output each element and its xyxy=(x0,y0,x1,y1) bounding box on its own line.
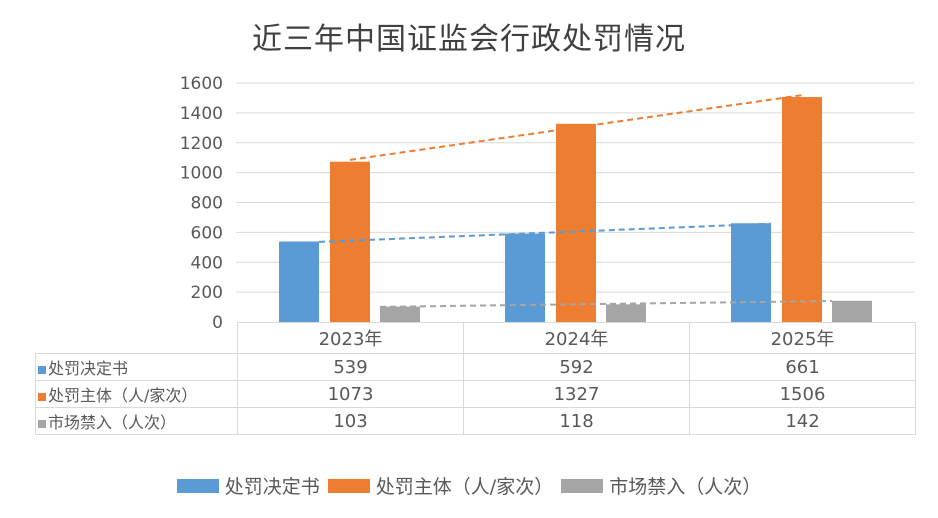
data-label: 103 xyxy=(237,407,464,435)
bar xyxy=(380,306,420,322)
y-tick-label: 0 xyxy=(212,313,223,330)
data-label: 539 xyxy=(237,353,464,381)
legend-item: 市场禁入（人次） xyxy=(561,472,761,499)
trendline xyxy=(379,300,833,308)
data-label: 1506 xyxy=(689,380,916,408)
series-swatch xyxy=(38,419,46,428)
legend-item: 处罚主体（人/家次） xyxy=(327,472,554,499)
bar xyxy=(279,241,319,322)
legend-swatch xyxy=(561,478,604,493)
data-label: 1327 xyxy=(463,380,690,408)
legend-label: 处罚决定书 xyxy=(224,476,320,498)
data-label: 1073 xyxy=(237,380,464,408)
series-label: 处罚主体（人/家次） xyxy=(48,386,198,405)
series-swatch xyxy=(38,392,46,401)
y-tick-label: 1000 xyxy=(180,164,223,184)
chart-plot: 0 200 400 600 800 1000 1200 1400 1600 xyxy=(180,74,914,330)
bar xyxy=(606,304,646,322)
legend-swatch xyxy=(176,478,219,493)
trendline xyxy=(349,94,803,161)
legend-label: 市场禁入（人次） xyxy=(609,476,762,498)
bar xyxy=(782,97,822,322)
y-tick-label: 1400 xyxy=(180,104,223,124)
category-label: 2024年 xyxy=(463,322,690,354)
series-label: 处罚决定书 xyxy=(48,359,129,378)
bar xyxy=(832,300,872,322)
y-tick-label: 800 xyxy=(191,194,223,214)
bar xyxy=(556,123,596,322)
y-tick-label: 600 xyxy=(191,223,223,243)
table-row: 处罚决定书 539 592 661 xyxy=(35,353,916,381)
legend-item: 处罚决定书 xyxy=(176,472,320,499)
series-label: 市场禁入（人次） xyxy=(48,413,177,432)
chart-title: 近三年中国证监会行政处罚情况 xyxy=(252,22,686,57)
data-label: 592 xyxy=(463,353,690,381)
y-tick-label: 1600 xyxy=(180,74,223,94)
data-label: 118 xyxy=(463,407,690,435)
category-label: 2023年 xyxy=(237,322,464,354)
series-swatch xyxy=(38,365,46,374)
bar xyxy=(731,223,771,322)
table-header-row: 2023年 2024年 2025年 xyxy=(35,322,916,354)
y-tick-label: 400 xyxy=(191,253,223,273)
bar xyxy=(505,233,545,322)
category-label: 2025年 xyxy=(689,322,916,354)
legend-swatch xyxy=(327,478,370,493)
table-row: 市场禁入（人次） 103 118 142 xyxy=(35,407,916,435)
data-label: 142 xyxy=(689,407,916,435)
legend-label: 处罚主体（人/家次） xyxy=(375,476,554,498)
data-label: 661 xyxy=(689,353,916,381)
y-tick-label: 200 xyxy=(191,283,223,303)
data-table: 2023年 2024年 2025年 处罚决定书 539 592 661 处罚主体… xyxy=(35,322,916,435)
legend: 处罚决定书 处罚主体（人/家次） 市场禁入（人次） xyxy=(0,472,938,499)
trendline xyxy=(318,222,772,243)
bar xyxy=(330,161,370,322)
table-row: 处罚主体（人/家次） 1073 1327 1506 xyxy=(35,380,916,408)
y-tick-label: 1200 xyxy=(180,134,223,154)
